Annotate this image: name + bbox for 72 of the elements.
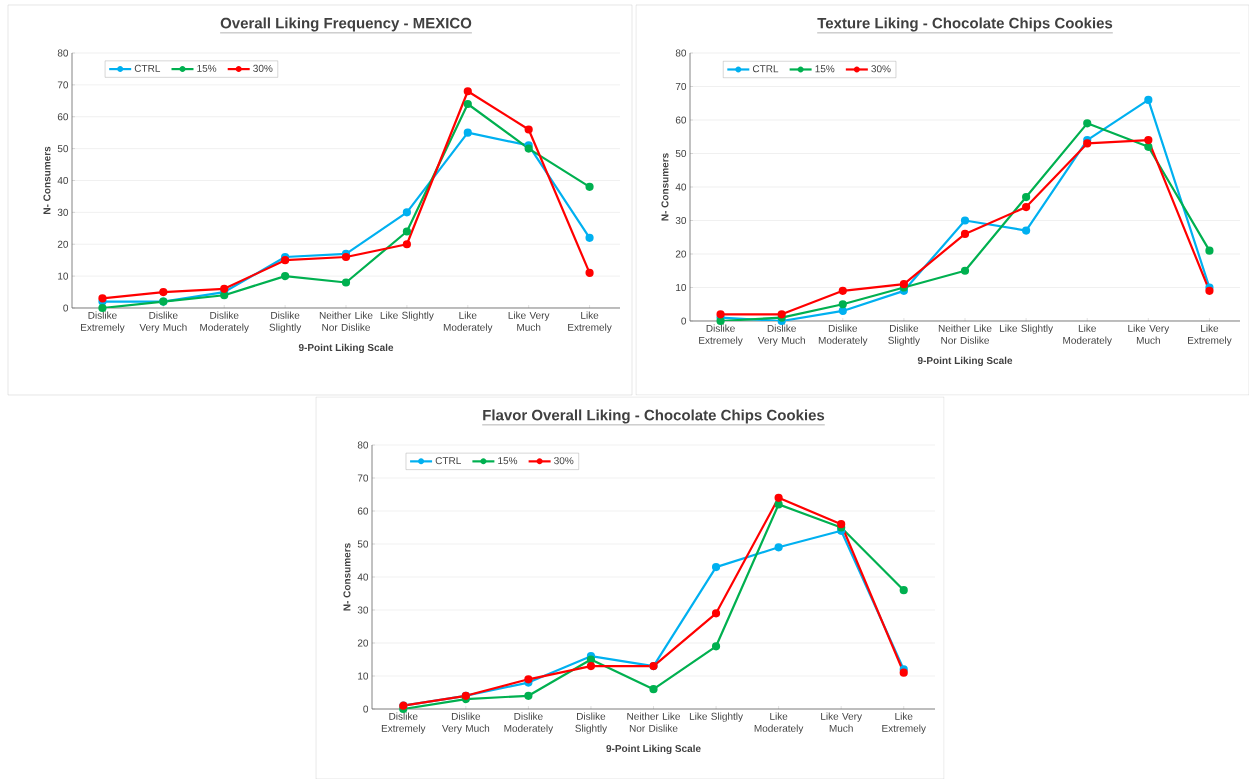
y-axis-title: N- Consumers <box>661 153 669 221</box>
legend-label: CTRL <box>435 457 461 465</box>
y-tick-label: 20 <box>57 240 69 248</box>
y-tick-label: 30 <box>675 216 687 225</box>
x-tick-label: Like Extremely <box>568 311 612 333</box>
legend-label: CTRL <box>134 64 161 72</box>
x-tick-label: Like Moderately <box>754 712 804 734</box>
x-tick-label: Dislike Slightly <box>269 311 302 333</box>
y-tick-label: 50 <box>57 145 69 153</box>
legend-label: 15% <box>197 64 217 72</box>
chart-title: Overall Liking Frequency - MEXICO <box>220 17 472 32</box>
x-tick-label: Like Very Much <box>508 311 550 331</box>
x-axis-title: 9-Point Liking Scale <box>298 343 394 354</box>
y-tick-label: 40 <box>675 183 687 191</box>
legend-label: 15% <box>498 457 518 465</box>
y-tick-label: 70 <box>675 82 687 91</box>
y-tick-label: 0 <box>63 304 69 312</box>
y-tick-label: 10 <box>358 672 369 680</box>
y-tick-label: 60 <box>57 113 69 121</box>
y-tick-label: 10 <box>676 283 687 292</box>
x-tick-label: Dislike Moderately <box>818 324 868 346</box>
y-tick-label: 50 <box>675 149 687 158</box>
x-tick-label: Dislike Moderately <box>504 712 554 734</box>
x-tick-label: Like Extremely <box>1188 324 1232 346</box>
x-tick-label: Like Extremely <box>882 712 926 734</box>
legend-label: 30% <box>871 65 891 73</box>
x-tick-label: Dislike Very Much <box>441 712 490 734</box>
y-tick-label: 50 <box>357 540 369 548</box>
x-axis-title: 9-Point Liking Scale <box>606 744 701 755</box>
x-axis-title: 9-Point Liking Scale <box>917 356 1013 367</box>
y-axis-title: N- Consumers <box>343 543 351 611</box>
y-tick-label: 30 <box>57 208 69 216</box>
x-tick-label: Like Slightly <box>999 324 1054 334</box>
y-tick-label: 10 <box>58 272 69 280</box>
legend-label: 15% <box>815 65 835 73</box>
x-tick-label: Like Moderately <box>443 311 493 333</box>
x-tick-label: Dislike Slightly <box>575 712 608 734</box>
y-tick-label: 80 <box>357 441 369 449</box>
legend-label: 30% <box>253 64 273 72</box>
y-tick-label: 80 <box>675 49 687 57</box>
x-tick-label: Dislike Very Much <box>139 311 187 333</box>
y-tick-label: 20 <box>675 250 687 258</box>
y-tick-label: 80 <box>57 49 69 57</box>
x-tick-label: Dislike Extremely <box>699 324 743 346</box>
y-tick-label: 0 <box>681 317 687 325</box>
legend-label: 30% <box>554 457 574 465</box>
x-tick-label: Like Slightly <box>689 712 743 722</box>
x-tick-label: Like Very Much <box>821 712 863 732</box>
y-tick-label: 20 <box>357 639 369 647</box>
y-tick-label: 70 <box>57 81 69 89</box>
y-axis-title: N- Consumers <box>43 146 51 214</box>
y-tick-label: 0 <box>363 705 369 713</box>
y-tick-label: 30 <box>357 606 369 614</box>
chart-title: Flavor Overall Liking - Chocolate Chips Cookies <box>483 409 825 424</box>
x-tick-label: Neither Like Nor Dislike <box>938 324 992 344</box>
x-tick-label: Like Very Much <box>1128 324 1170 344</box>
x-tick-label: Dislike Very Much <box>757 324 805 346</box>
y-tick-label: 40 <box>357 573 369 581</box>
x-tick-label: Dislike Slightly <box>888 324 920 346</box>
x-tick-label: Dislike Extremely <box>381 712 426 734</box>
y-tick-label: 60 <box>357 507 369 515</box>
y-tick-label: 70 <box>357 474 369 482</box>
x-tick-label: Like Moderately <box>1063 324 1112 346</box>
x-tick-label: Like Slightly <box>380 311 434 321</box>
chart-title: Texture Liking - Chocolate Chips Cookies <box>817 17 1113 32</box>
x-tick-label: Neither Like Nor Dislike <box>627 712 680 732</box>
x-tick-label: Dislike Extremely <box>81 311 125 333</box>
y-tick-label: 40 <box>57 176 69 185</box>
y-tick-label: 60 <box>675 116 687 124</box>
x-tick-label: Neither Like Nor Dislike <box>319 311 373 331</box>
x-tick-label: Dislike Moderately <box>200 311 249 333</box>
legend-label: CTRL <box>752 65 779 73</box>
